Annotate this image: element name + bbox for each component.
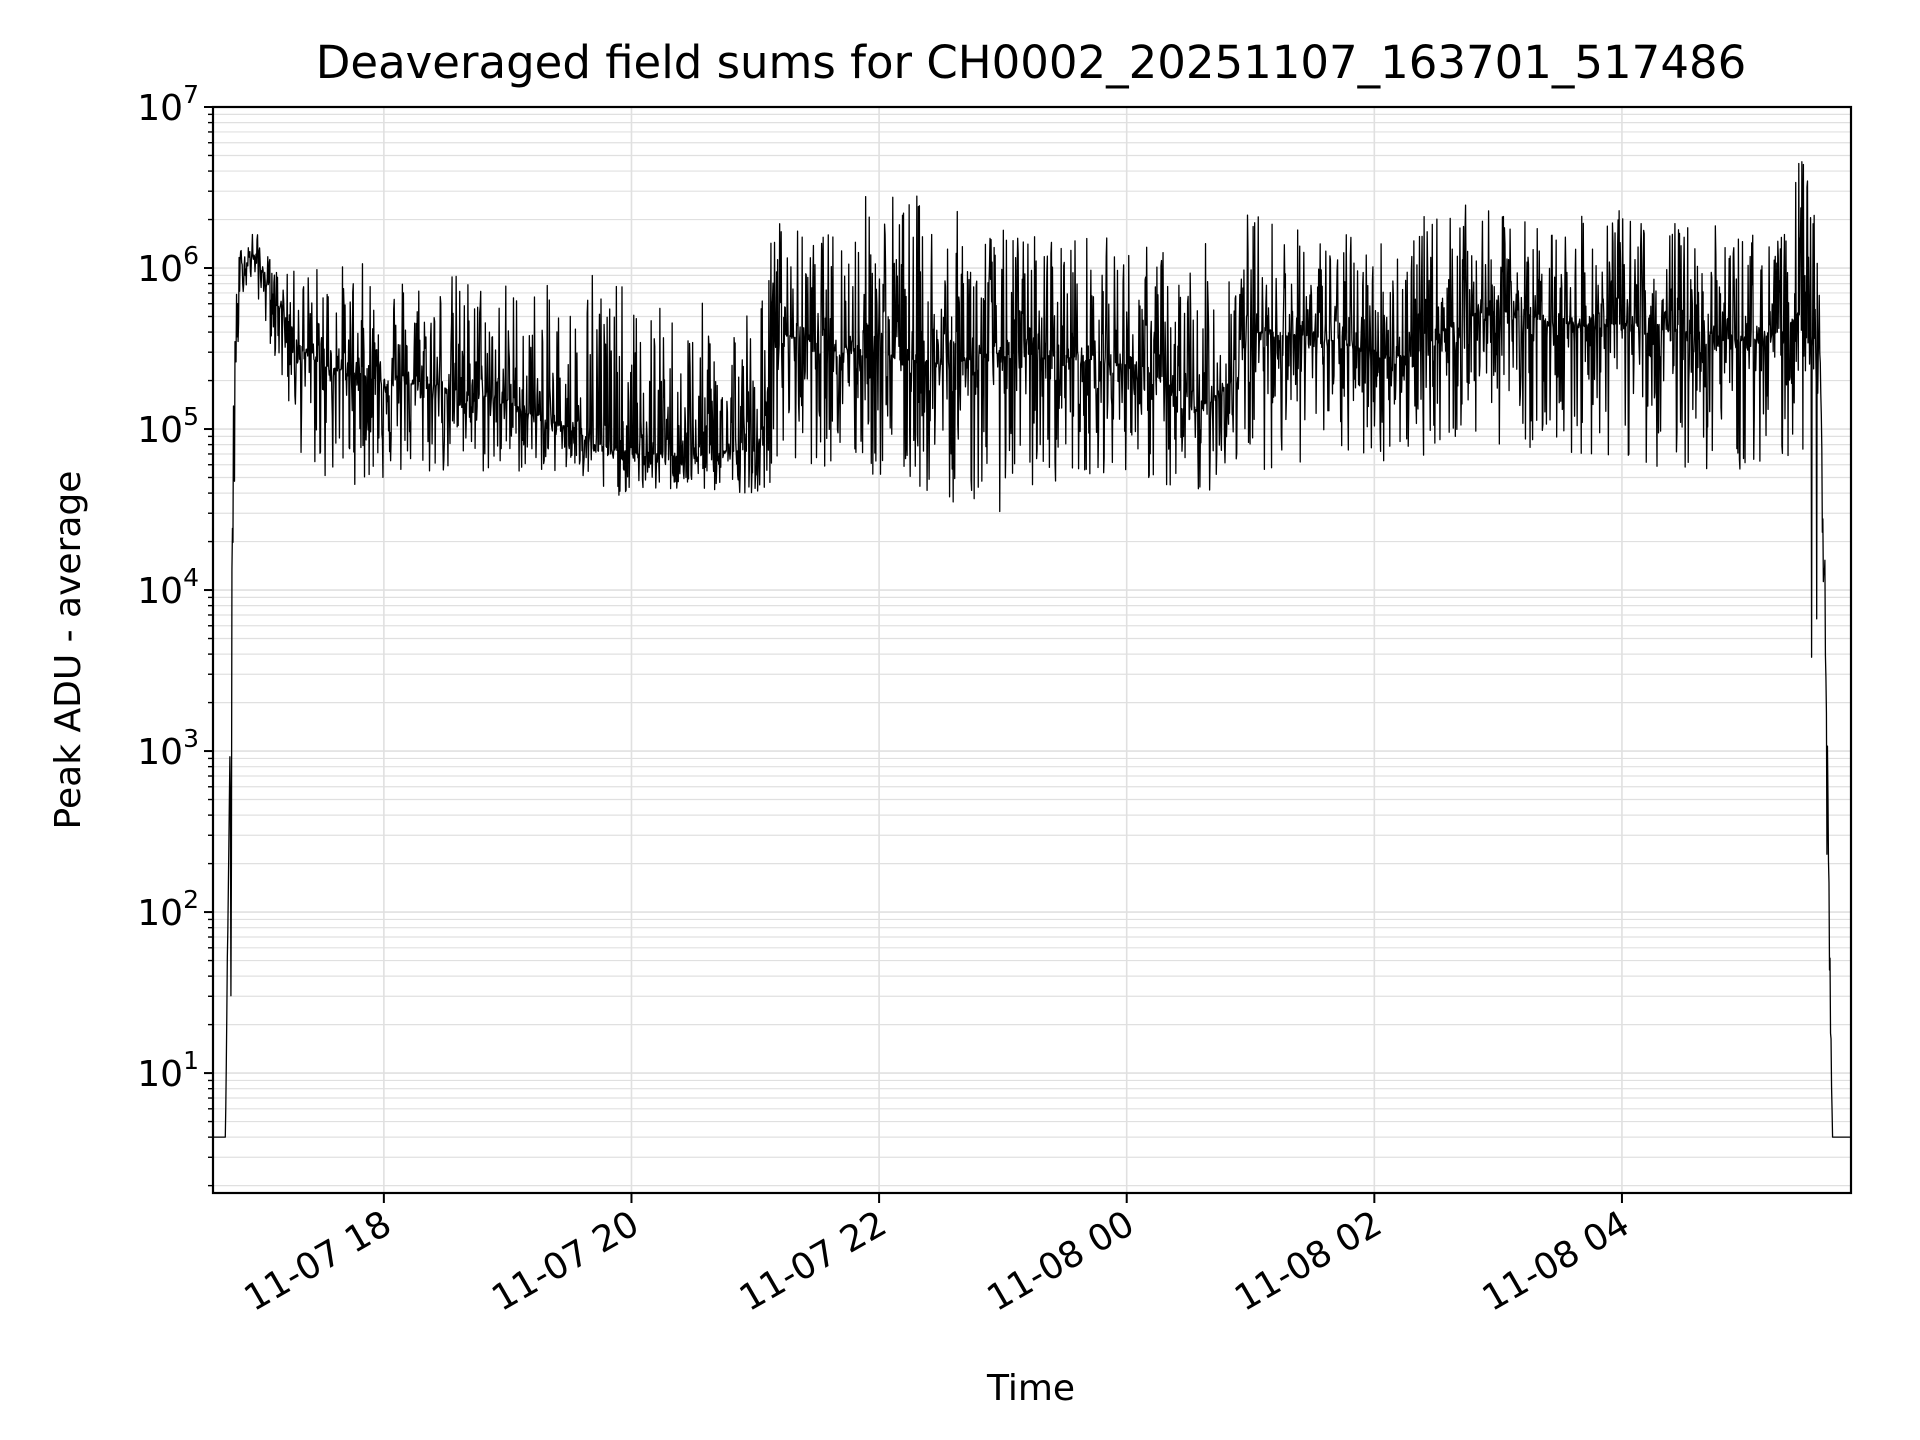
y-tick-label-exponent: 7 [183,80,199,109]
y-tick-label: 104 [137,563,199,612]
y-tick-label-base: 10 [137,571,183,612]
y-tick-label-exponent: 6 [183,241,199,270]
y-tick-label: 102 [137,885,199,934]
y-tick-label-exponent: 5 [183,402,199,431]
y-tick-label-base: 10 [137,1054,183,1095]
y-tick-label-base: 10 [137,410,183,451]
y-tick-label: 103 [137,724,199,773]
y-tick-label-base: 10 [137,88,183,129]
y-tick-label-exponent: 1 [183,1046,199,1075]
y-tick-label-exponent: 4 [183,563,199,592]
y-tick-label-base: 10 [137,249,183,290]
y-axis-label: Peak ADU - average [48,471,89,830]
series-layer [212,161,1852,1138]
chart-title: Deaveraged field sums for CH0002_2025110… [316,36,1746,89]
y-tick-label: 107 [137,80,199,129]
plot-frame [211,105,1853,1195]
y-tick-label-base: 10 [137,732,183,773]
y-tick-label-base: 10 [137,893,183,934]
y-tick-label: 105 [137,402,199,451]
y-tick-label-exponent: 3 [183,724,199,753]
y-tick-label-exponent: 2 [183,885,199,914]
series-line [212,161,1852,1138]
y-tick-label: 101 [137,1046,199,1095]
x-axis-label: Time [986,1368,1075,1409]
y-tick-label: 106 [137,241,199,290]
